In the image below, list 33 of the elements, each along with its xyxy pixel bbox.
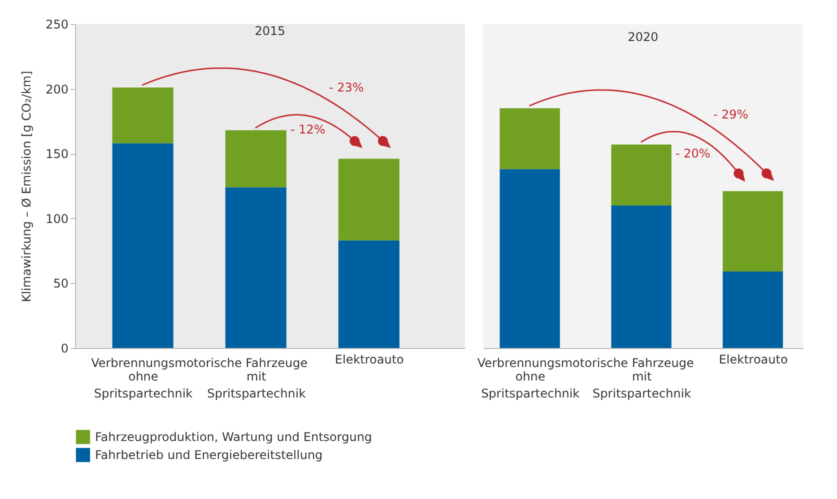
annotation: - 29% (713, 108, 748, 122)
bar (338, 240, 400, 348)
bar (225, 187, 286, 348)
text: Verbrennungsmotorische Fahrzeuge (91, 356, 308, 370)
chart-title: 2015 (254, 24, 286, 38)
x-tick-label: ohne Spritspartechnik (481, 370, 580, 400)
x-tick-label: mit Spritspartechnik (207, 370, 306, 400)
x-tick-label: ohne Spritspartechnik (94, 370, 193, 400)
y-tick-label: 200 (46, 82, 68, 96)
y-tick-label: 100 (46, 212, 68, 226)
bar (338, 158, 400, 240)
annotation: - 12% (290, 122, 326, 137)
y-tick-label: 50 (53, 276, 68, 291)
bar (722, 191, 783, 272)
bar (500, 169, 560, 348)
x-tick-label: Elektroauto (718, 352, 788, 366)
text: 2020 (628, 30, 658, 44)
annotation: - 23% (328, 80, 364, 95)
y-tick-label: 250 (46, 18, 68, 32)
x-tick-label: Elektroauto (334, 352, 404, 366)
x-tick-label: mit Spritspartechnik (592, 370, 692, 400)
text: Verbrennungsmotorische Fahrzeuge (477, 356, 694, 370)
legend-label: Fahrbetrieb und Energiebereitstellung (95, 448, 323, 462)
y-tick-label: 150 (46, 147, 68, 162)
y-tick-label: 0 (60, 342, 68, 356)
bar (500, 108, 560, 170)
bar (112, 143, 174, 348)
bar (611, 205, 672, 348)
bar (112, 88, 174, 144)
y-axis-title: Klimawirkung – Ø Emission [g CO₂/km] (20, 70, 34, 302)
legend-label: Fahrzeugproduktion, Wartung und Entsorgung (95, 430, 372, 444)
bar (722, 272, 783, 348)
annotation: - 20% (675, 146, 710, 160)
